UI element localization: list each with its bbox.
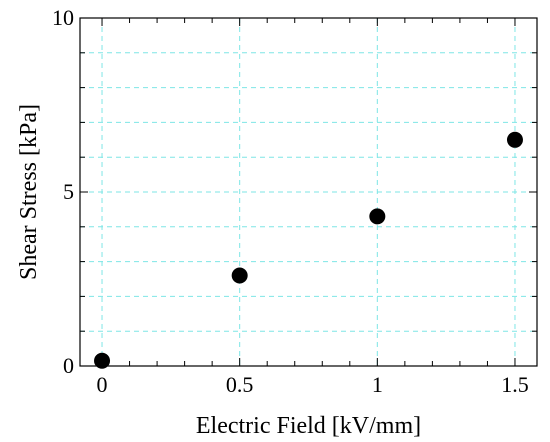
data-point bbox=[231, 267, 248, 284]
y-tick-label: 10 bbox=[52, 5, 74, 30]
x-axis-title: Electric Field [kV/mm] bbox=[196, 413, 421, 439]
y-tick-label: 5 bbox=[63, 179, 74, 204]
grid-lines bbox=[80, 18, 537, 366]
x-tick-label: 0.5 bbox=[226, 372, 254, 397]
data-point bbox=[369, 208, 386, 225]
x-tick-labels: 0 0.5 1 1.5 bbox=[97, 372, 529, 397]
data-point bbox=[94, 352, 111, 369]
x-tick-label: 1 bbox=[372, 372, 383, 397]
y-tick-labels: 0 5 10 bbox=[52, 5, 74, 378]
axis-ticks bbox=[80, 18, 537, 366]
plot-frame bbox=[79, 17, 538, 367]
x-tick-label: 1.5 bbox=[501, 372, 529, 397]
x-tick-label: 0 bbox=[97, 372, 108, 397]
y-tick-label: 0 bbox=[63, 353, 74, 378]
y-axis-title: Shear Stress [kPa] bbox=[16, 104, 42, 280]
data-points bbox=[94, 131, 523, 369]
data-point bbox=[506, 131, 523, 148]
